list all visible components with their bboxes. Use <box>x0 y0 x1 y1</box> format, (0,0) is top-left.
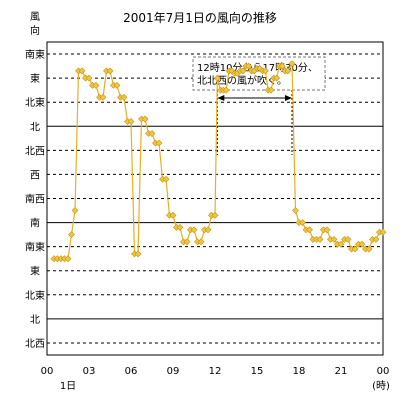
data-point <box>183 238 191 246</box>
data-point <box>155 139 163 147</box>
data-point <box>284 67 292 75</box>
data-point <box>99 93 107 101</box>
x-tick-labels: 00 03 06 09 12 15 18 21 00 <box>41 366 390 377</box>
series-layer <box>50 60 387 263</box>
data-point <box>78 67 86 75</box>
data-point <box>292 207 299 214</box>
data-point <box>288 60 296 68</box>
data-point <box>113 81 121 89</box>
y-axis-label: 風向 <box>30 11 40 37</box>
y-tick-label: 北 <box>30 314 40 326</box>
data-point <box>71 207 79 214</box>
data-point <box>351 245 359 253</box>
x-tick-label: 21 <box>335 366 348 377</box>
data-point <box>306 226 313 234</box>
y-tick-label: 北東 <box>25 289 45 302</box>
data-point <box>261 67 269 75</box>
data-point <box>204 226 212 234</box>
data-point <box>92 81 100 89</box>
data-point <box>120 93 128 101</box>
data-point <box>148 130 156 137</box>
data-point <box>365 245 373 253</box>
x-start-label: 1日 <box>60 381 76 392</box>
y-tick-label: 北 <box>30 121 40 133</box>
data-point <box>358 240 366 248</box>
x-tick-label: 18 <box>293 366 306 377</box>
data-point <box>213 74 221 82</box>
data-point <box>245 62 253 70</box>
x-tick-label: 00 <box>41 366 54 377</box>
y-tick-label: 南 <box>30 217 40 230</box>
data-point <box>273 74 281 82</box>
data-point <box>344 236 352 243</box>
y-tick-label: 北西 <box>25 338 45 350</box>
data-point <box>299 219 306 227</box>
data-point <box>379 228 387 236</box>
data-point <box>64 255 72 263</box>
data-point <box>323 226 331 234</box>
data-point <box>316 236 324 243</box>
y-tick-label: 南東 <box>25 241 45 254</box>
y-tick-label: 北東 <box>25 96 45 109</box>
x-tick-label: 12 <box>209 366 222 377</box>
x-axis-label: (時) <box>372 380 390 392</box>
annotation-box <box>192 56 326 91</box>
x-tick-label: 15 <box>251 366 264 377</box>
data-point <box>134 250 142 258</box>
data-point <box>85 74 93 82</box>
data-point <box>127 118 135 125</box>
data-point <box>337 240 345 248</box>
annotation: 12時10分から17時30分、北北西の風が吹く。 <box>192 56 326 155</box>
data-point <box>222 86 230 94</box>
x-tick-label: 00 <box>377 366 390 377</box>
data-point <box>162 175 170 183</box>
data-point <box>190 226 198 234</box>
data-point <box>330 236 338 243</box>
data-point <box>267 86 275 94</box>
series-line <box>54 61 383 260</box>
data-point <box>197 238 205 246</box>
data-point <box>106 67 114 75</box>
data-point <box>278 62 286 70</box>
y-tick-label: 北西 <box>25 145 45 157</box>
y-tick-label: 東 <box>30 72 40 85</box>
data-point <box>169 211 177 219</box>
annotation-arrow-right <box>285 95 292 101</box>
data-point <box>211 211 219 219</box>
x-tick-label: 03 <box>83 366 96 377</box>
x-tick-label: 09 <box>167 366 180 377</box>
y-tick-label: 南西 <box>25 193 45 206</box>
x-tick-label: 06 <box>125 366 138 377</box>
data-point <box>141 115 149 123</box>
data-point <box>239 67 247 75</box>
data-point <box>372 236 380 243</box>
data-point <box>68 231 75 239</box>
data-point <box>176 223 184 231</box>
y-tick-label: 西 <box>30 170 40 181</box>
annotation-arrow-left <box>217 95 225 101</box>
y-tick-label: 東 <box>30 265 40 278</box>
chart-title: 2001年7月1日の風向の推移 <box>123 10 277 25</box>
y-tick-label: 南東 <box>25 48 45 61</box>
